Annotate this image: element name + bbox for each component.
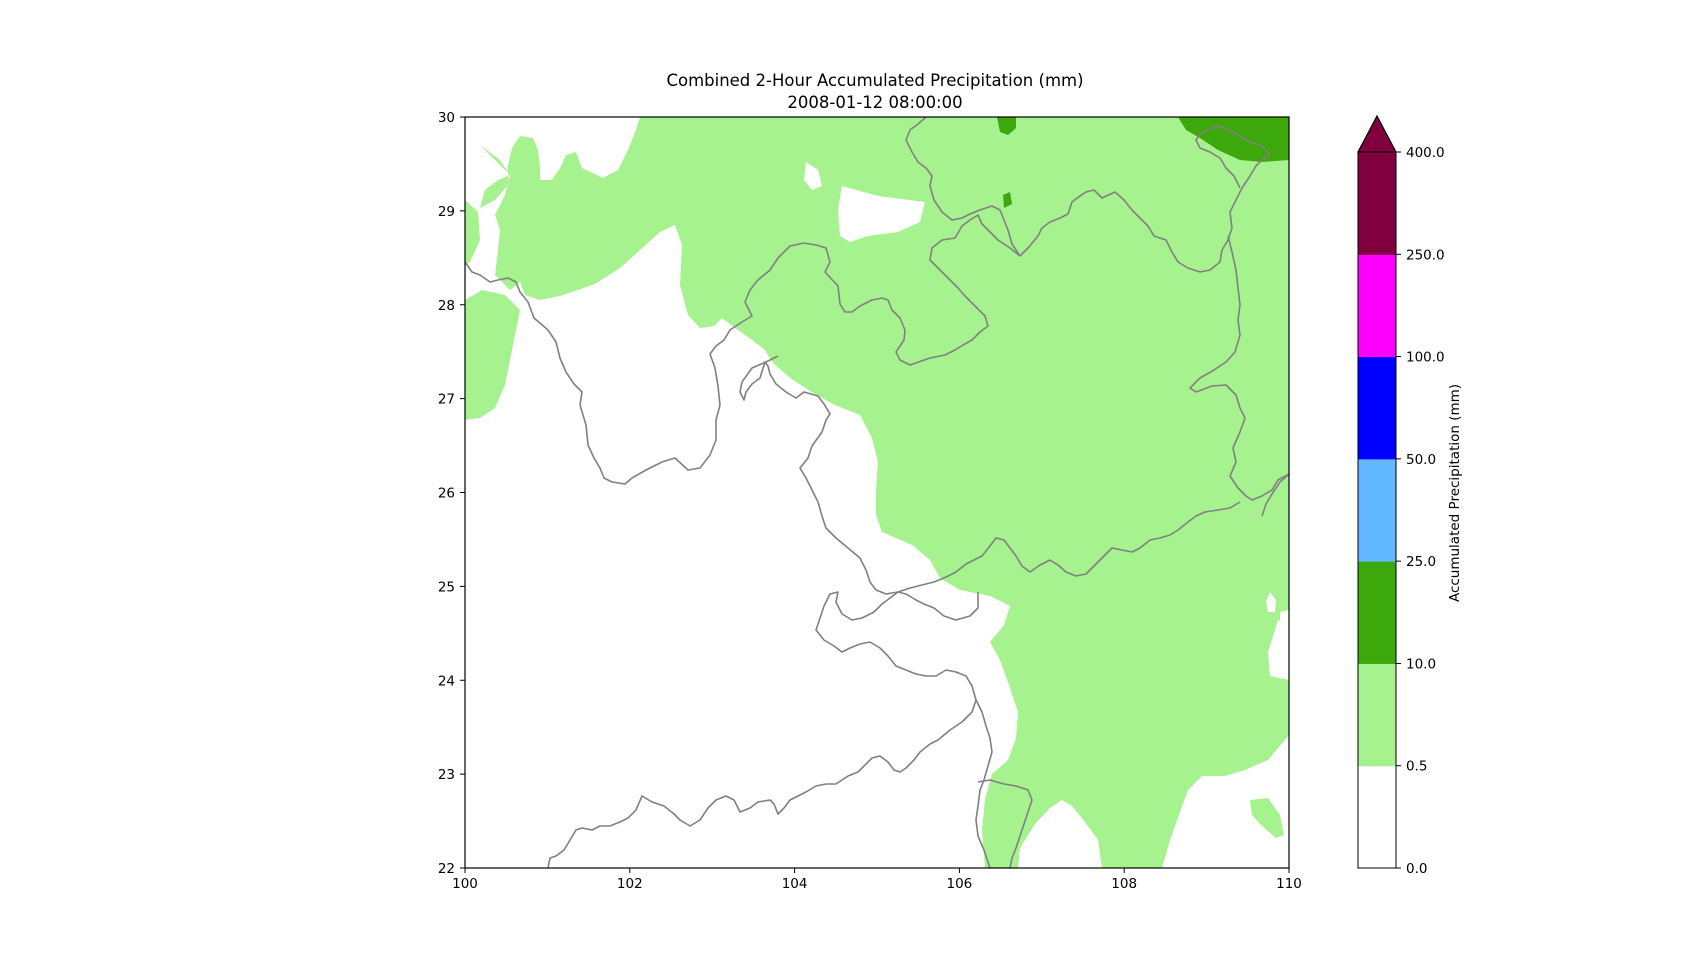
y-tick-label: 29 [438,204,455,220]
border-yunnan-guangxi [815,591,979,773]
colorbar-segment [1358,663,1396,767]
y-tick-label: 30 [438,110,455,126]
precip-region-light-northwest [465,200,480,265]
figure-title-line1: Combined 2-Hour Accumulated Precipitatio… [666,71,1083,90]
dry-gap-north [838,186,925,242]
y-tick-label: 26 [438,486,455,502]
border-guizhou-guangxi [739,355,1241,595]
precip-region-light-north [465,117,1289,868]
y-axis: 22 23 24 25 26 27 28 29 30 [438,110,465,877]
precip-region-dark-northeast [1178,117,1289,162]
precip-region-dark-cell-2 [1003,192,1012,208]
colorbar-tick-label: 10.0 [1406,656,1436,672]
border-yunnan-sichuan [465,214,1021,485]
y-tick-label: 27 [438,392,455,408]
y-tick-label: 24 [438,673,455,689]
x-tick-label: 102 [617,876,643,892]
colorbar-outline [1357,114,1397,869]
colorbar-tick-label: 0.0 [1406,861,1427,877]
y-tick-label: 23 [438,767,455,783]
map-area[interactable] [465,117,1289,868]
y-tick-label: 28 [438,298,455,314]
colorbar-segment [1358,561,1396,664]
colorbar-tick-label: 25.0 [1406,554,1436,570]
border-china-vietnam [547,771,859,868]
colorbar-segment [1358,356,1396,460]
colorbar-segment [1358,152,1396,255]
colorbar-segment [1358,765,1396,869]
y-tick-label: 22 [438,861,455,877]
border-chongqing-north [905,117,1021,257]
colorbar-tick-label: 250.0 [1406,247,1445,263]
colorbar-tick-label: 100.0 [1406,350,1445,366]
dry-gap-small-north [804,162,822,190]
border-guizhou-hunan [1189,235,1289,501]
colorbar-tick-label: 0.5 [1406,759,1427,775]
colorbar-tick-label: 400.0 [1406,145,1445,161]
precip-region-dark-cell-1 [997,117,1016,135]
x-tick-label: 106 [947,876,973,892]
border-guangxi-guangdong-east [1261,473,1289,517]
colorbar-extend-arrow [1357,114,1397,153]
precip-region-light-west [465,290,520,420]
colorbar-segment [1358,458,1396,562]
dry-gap-southeast-2 [1268,620,1289,680]
y-tick-label: 25 [438,579,455,595]
dry-gap-southeast-1 [1266,592,1276,612]
border-guangxi-vietnam-east [977,779,1033,868]
x-tick-label: 108 [1111,876,1137,892]
border-guangxi-inner [975,699,993,868]
province-borders [465,117,1289,868]
x-tick-label: 110 [1276,876,1302,892]
colorbar: 0.0 0.5 10.0 25.0 50.0 100.0 250.0 400.0 [1357,114,1445,877]
precip-region-light-far-east [1250,798,1284,838]
x-tick-label: 100 [452,876,478,892]
x-tick-label: 104 [782,876,808,892]
figure-title-line2: 2008-01-12 08:00:00 [787,93,962,112]
x-axis: 100 102 104 106 108 110 [452,868,1302,892]
colorbar-label: Accumulated Precipitation (mm) [1447,384,1463,602]
colorbar-tick-label: 50.0 [1406,452,1436,468]
border-northeast-hubei [1195,125,1271,189]
border-guizhou-chongqing [1019,153,1271,273]
colorbar-segment [1358,254,1396,358]
